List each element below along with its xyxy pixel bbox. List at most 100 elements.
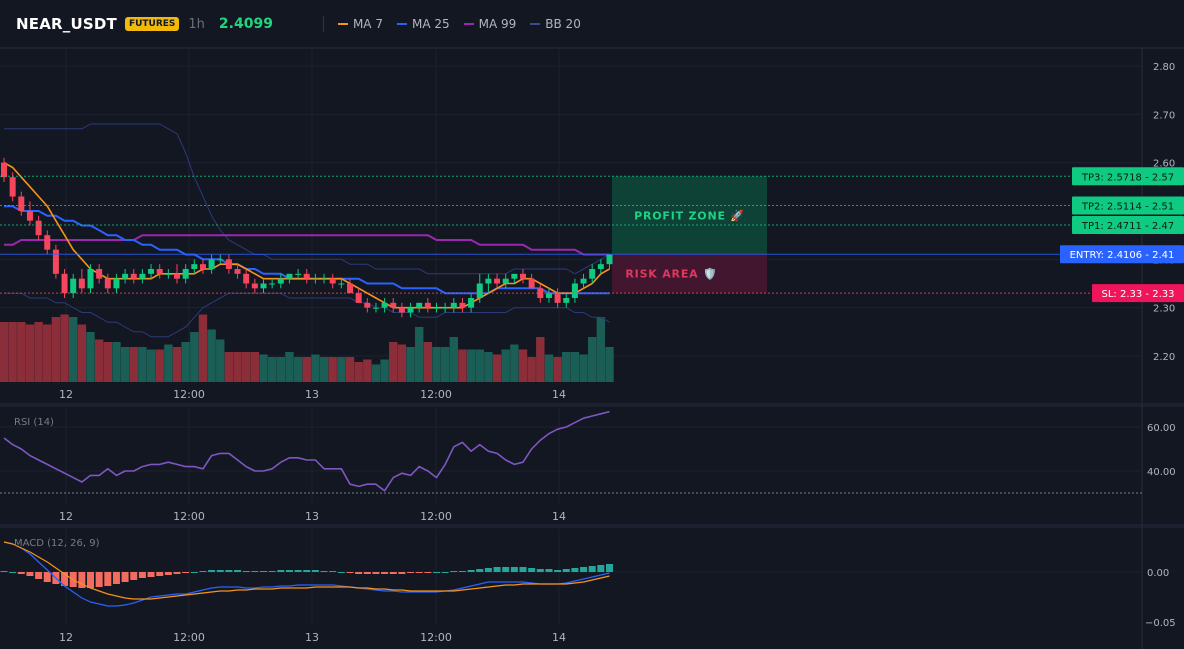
time-axis-label: 13	[305, 631, 319, 644]
rsi-title: RSI (14)	[14, 417, 54, 428]
panel-separator	[0, 524, 1184, 528]
volume-bar	[319, 357, 329, 382]
candle-body	[433, 307, 440, 309]
candle-body	[589, 268, 596, 279]
rsi-line	[3, 410, 610, 492]
macd-histogram-bar	[528, 568, 536, 572]
candle-body	[104, 278, 111, 289]
volume-bar	[25, 324, 35, 382]
legend-bb20[interactable]: BB 20	[530, 17, 581, 31]
tp2-tag: TP2: 2.5114 - 2.51	[1081, 201, 1174, 212]
macd-histogram-bar	[562, 569, 570, 572]
legend-ma99[interactable]: MA 99	[463, 17, 517, 31]
candle-body	[286, 273, 293, 279]
profit-zone	[612, 176, 767, 255]
candle-body	[511, 273, 518, 279]
bollinger-bands	[4, 123, 610, 338]
candle-body	[217, 259, 224, 261]
macd-histogram-bar	[251, 571, 259, 572]
volume-bar	[510, 344, 519, 382]
volume-bar	[138, 347, 147, 382]
candle-body	[234, 268, 241, 274]
candle-body	[450, 302, 457, 308]
macd-histogram-bar	[311, 570, 319, 572]
time-axis-label: 12	[59, 510, 73, 523]
candle-body	[416, 302, 423, 308]
macd-histogram-bar	[268, 571, 276, 572]
volume-bar	[553, 357, 562, 382]
candle-body	[113, 278, 120, 289]
macd-histogram-bar	[87, 572, 94, 588]
macd-histogram-bar	[355, 572, 363, 574]
volume-bar	[596, 317, 606, 382]
rsi-tick-label: 60.00	[1147, 423, 1176, 434]
volume-bar	[267, 357, 277, 382]
candle-body	[381, 302, 388, 308]
volume-bar	[146, 349, 156, 382]
candle-body	[528, 278, 535, 289]
volume-bar	[120, 347, 130, 382]
axis-labels: 12 12:00 13 12:00 14 12 12:00 13 12:00 14 12 12:00 1…	[59, 388, 566, 644]
time-axis-label: 12:00	[173, 631, 205, 644]
macd-histogram-bar	[26, 572, 34, 576]
macd-histogram-bar	[588, 566, 596, 572]
macd-histogram-bar	[467, 570, 475, 572]
candle-body	[26, 210, 33, 221]
legend-ma7-label: MA 7	[352, 17, 383, 31]
candle-body	[364, 302, 371, 308]
time-axis-label: 14	[552, 510, 566, 523]
candles	[1, 157, 613, 318]
candle-body	[476, 283, 483, 298]
candle-body	[122, 273, 129, 279]
macd-histogram-bar	[484, 568, 492, 572]
volume-bar	[207, 329, 216, 382]
timeframe-label[interactable]: 1h	[188, 16, 205, 32]
macd-histogram-bar	[415, 572, 423, 573]
legend-ma25[interactable]: MA 25	[396, 17, 450, 31]
macd-histogram-bar	[199, 571, 207, 572]
candle-body	[563, 297, 570, 303]
macd-histogram-bar	[156, 572, 164, 576]
macd-histogram-bar	[571, 568, 579, 572]
volume-bar	[0, 322, 9, 382]
volume-bar	[380, 359, 389, 382]
profit-zone-label: PROFIT ZONE 🚀	[634, 209, 745, 222]
candle-body	[597, 264, 604, 269]
macd-histogram-bar	[277, 570, 285, 572]
macd-histogram-bar	[294, 570, 302, 572]
ma25-swatch	[396, 23, 407, 25]
candle-body	[269, 283, 276, 285]
macd-histogram-bar	[173, 572, 181, 574]
macd-histogram-bar	[597, 565, 605, 572]
time-axis-label: 12:00	[173, 510, 205, 523]
tp3-tag-bg	[1072, 167, 1184, 186]
legend-ma7[interactable]: MA 7	[337, 17, 383, 31]
candle-body	[295, 273, 302, 275]
volume-bar	[190, 332, 199, 382]
symbol-name[interactable]: NEAR_USDT	[16, 15, 117, 33]
volume-bar	[285, 352, 294, 382]
time-axis-label: 12:00	[173, 388, 205, 401]
volume-bar	[406, 347, 415, 382]
price-tick-label: 2.30	[1153, 304, 1175, 315]
candle-body	[96, 268, 103, 279]
volume-bar	[94, 339, 104, 382]
volume-bar	[43, 324, 52, 382]
candle-body	[199, 264, 206, 269]
volume-bar	[432, 347, 441, 382]
volume-bar	[242, 352, 251, 382]
volume-bar	[250, 352, 260, 382]
volume-bar	[475, 349, 484, 382]
macd-histogram-bar	[407, 572, 415, 573]
sl-tag: SL: 2.33 - 2.33	[1102, 289, 1175, 300]
candle-body	[398, 307, 405, 313]
macd-histogram-bar	[147, 572, 155, 577]
last-price: 2.4099	[218, 16, 273, 32]
candle-body	[9, 177, 16, 197]
candle-body	[225, 259, 232, 269]
legend-ma99-label: MA 99	[478, 17, 517, 31]
volume-bar	[259, 354, 268, 382]
macd-histogram-bar	[389, 572, 397, 574]
macd-title: MACD (12, 26, 9)	[14, 538, 100, 549]
